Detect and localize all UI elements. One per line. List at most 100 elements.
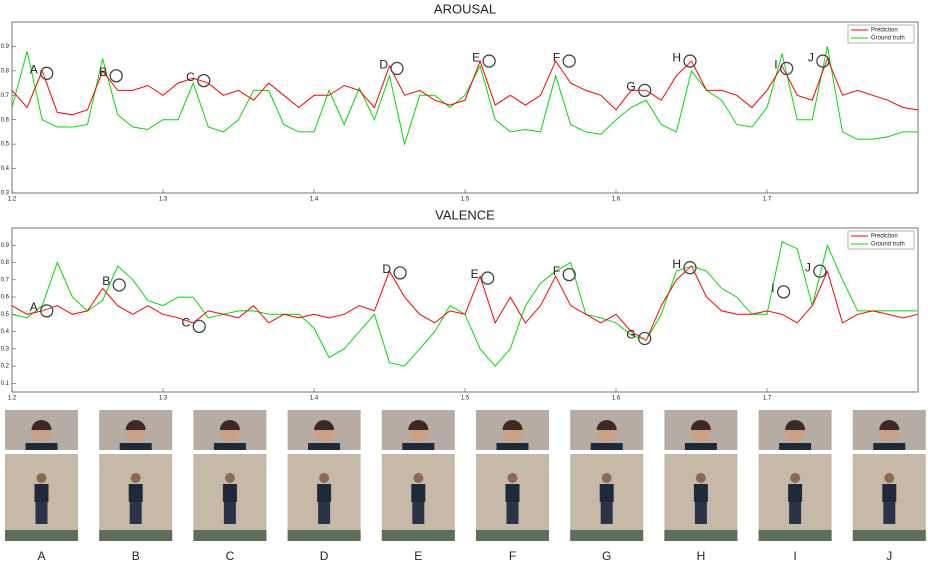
x-tick-label: 1.3	[159, 396, 168, 402]
annotation-label: G	[626, 80, 635, 94]
y-tick-label: 0.7	[1, 93, 10, 99]
head	[696, 473, 706, 483]
frame-label: H	[697, 549, 706, 563]
annotation-circle	[391, 62, 403, 74]
x-tick-label: 1.4	[310, 197, 319, 203]
annotation-circle	[110, 70, 122, 82]
x-tick-label: 1.7	[763, 197, 772, 203]
annotation-circle	[563, 55, 575, 67]
legs	[318, 502, 330, 524]
torso	[694, 484, 708, 502]
frame-label: A	[37, 549, 45, 563]
legs	[883, 502, 895, 524]
legend-label: Ground truth	[871, 242, 905, 248]
y-tick-label: 0.4	[1, 329, 10, 335]
x-tick-label: 1.3	[159, 197, 168, 203]
head	[884, 473, 894, 483]
x-tick-label: 1.7	[763, 396, 772, 402]
frame-label: G	[602, 549, 611, 563]
y-tick-label: 0.6	[1, 295, 10, 301]
torso	[600, 484, 614, 502]
annotation-circle	[639, 332, 651, 344]
head	[413, 473, 423, 483]
shirt	[685, 443, 717, 450]
head	[37, 473, 47, 483]
chart-title: AROUSAL	[434, 1, 496, 16]
floor	[759, 530, 832, 541]
annotation-circle	[198, 75, 210, 87]
legs	[36, 502, 48, 524]
y-tick-label: 0.1	[1, 381, 10, 387]
floor	[853, 530, 926, 541]
annotation-label: C	[182, 316, 191, 330]
shirt	[591, 443, 623, 450]
frame-label: B	[132, 549, 140, 563]
annotation-label: H	[672, 50, 681, 64]
y-tick-label: 0.9	[1, 44, 10, 50]
annotation-circle	[684, 55, 696, 67]
floor	[664, 530, 737, 541]
chart-title: VALENCE	[435, 207, 495, 222]
torso	[882, 484, 896, 502]
annotation-circle	[814, 265, 826, 277]
annotation-label: E	[471, 267, 479, 281]
annotation-circle	[778, 286, 790, 298]
annotation-label: D	[379, 58, 388, 72]
y-tick-label: 0.8	[1, 260, 10, 266]
annotation-label: I	[774, 58, 777, 72]
torso	[506, 484, 520, 502]
head	[602, 473, 612, 483]
legs	[507, 502, 519, 524]
annotation-label: F	[553, 264, 560, 278]
shirt	[120, 443, 152, 450]
x-tick-label: 1.5	[461, 396, 470, 402]
floor	[193, 530, 266, 541]
head	[508, 473, 518, 483]
annotation-circle	[684, 262, 696, 274]
annotation-label: D	[382, 262, 391, 276]
plot-area	[12, 22, 918, 193]
torso	[129, 484, 143, 502]
y-tick-label: 0.5	[1, 312, 10, 318]
frame-label: D	[320, 549, 329, 563]
annotation-label: B	[102, 274, 110, 288]
y-tick-label: 0.4	[1, 166, 10, 172]
annotation-circle	[41, 67, 53, 79]
shirt	[873, 443, 905, 450]
y-tick-label: 0.2	[1, 364, 10, 370]
legs	[695, 502, 707, 524]
legs	[601, 502, 613, 524]
legend-label: Prediction	[871, 234, 898, 240]
annotation-label: B	[99, 65, 107, 79]
annotation-circle	[817, 55, 829, 67]
floor	[570, 530, 643, 541]
legs	[224, 502, 236, 524]
head	[319, 473, 329, 483]
floor	[288, 530, 361, 541]
annotation-label: A	[30, 62, 38, 76]
annotation-circle	[483, 55, 495, 67]
annotation-label: H	[672, 257, 681, 271]
frame-label: J	[886, 549, 892, 563]
head	[131, 473, 141, 483]
annotation-label: I	[771, 281, 774, 295]
annotation-label: J	[808, 50, 814, 64]
y-tick-label: 0.9	[1, 243, 10, 249]
frame-label: F	[509, 549, 516, 563]
y-tick-label: 0.5	[1, 142, 10, 148]
x-tick-label: 1.2	[8, 396, 17, 402]
torso	[788, 484, 802, 502]
shirt	[308, 443, 340, 450]
annotation-label: E	[472, 50, 480, 64]
annotation-circle	[639, 84, 651, 96]
annotation-circle	[563, 269, 575, 281]
torso	[317, 484, 331, 502]
annotation-circle	[41, 305, 53, 317]
annotation-circle	[113, 279, 125, 291]
figure: AROUSAL0.30.40.50.60.70.80.91.21.31.41.5…	[0, 0, 928, 567]
floor	[476, 530, 549, 541]
legend-label: Ground truth	[871, 36, 905, 42]
plot-area	[12, 228, 918, 392]
frame-label: I	[793, 549, 796, 563]
y-tick-label: 0.8	[1, 68, 10, 74]
